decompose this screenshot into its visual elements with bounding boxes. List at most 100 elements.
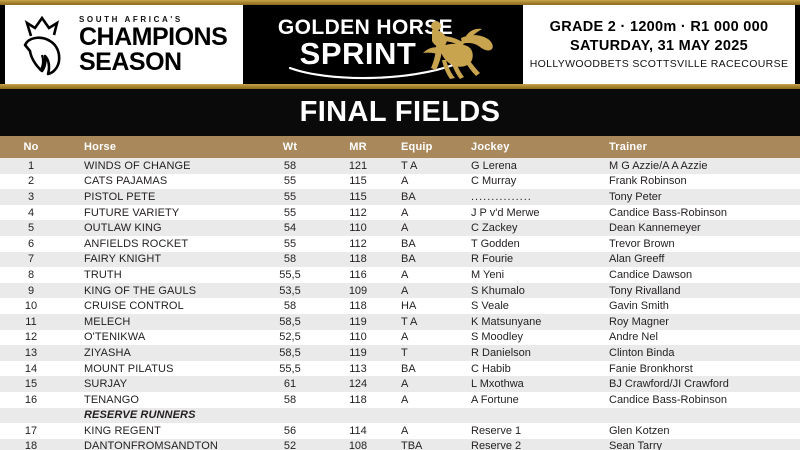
cell-jockey: S Khumalo (471, 284, 525, 297)
cell-horse: CATS PAJAMAS (84, 175, 168, 188)
cell-horse: MOUNT PILATUS (84, 362, 174, 375)
column-header-wt: Wt (282, 141, 298, 153)
table-row[interactable]: 11 MELECH 58,5 119 T A K Matsunyane Roy Magner (0, 313, 800, 330)
cell-mr: 112 (349, 206, 367, 219)
brand-line-1: CHAMPIONS (79, 23, 228, 52)
cell-wt: 55,5 (279, 362, 301, 375)
cell-mr: 112 (349, 237, 367, 250)
event-logo-line-2: SPRINT (299, 35, 417, 71)
column-header-mr: MR (349, 141, 367, 153)
cell-trainer: Candice Bass-Robinson (609, 206, 728, 219)
gold-frame-top (0, 0, 800, 5)
cell-wt: 58 (283, 159, 297, 172)
cell-equip: A (401, 222, 409, 235)
cell-equip: T (401, 346, 408, 359)
column-header-jockey: Jockey (471, 141, 510, 153)
cell-jockey: R Fourie (471, 253, 514, 266)
cell-wt: 58 (283, 393, 297, 406)
cell-trainer: Gavin Smith (609, 300, 669, 313)
reserve-runners-separator: RESERVE RUNNERS (0, 407, 800, 424)
cell-trainer: Glen Kotzen (609, 424, 670, 437)
table-row[interactable]: 14 MOUNT PILATUS 55,5 113 BA C Habib Fanie Bro… (0, 360, 800, 377)
cell-wt: 55,5 (279, 268, 301, 281)
cell-no: 6 (27, 237, 35, 250)
reserve-runners-label: RESERVE RUNNERS (84, 409, 196, 422)
cell-horse: TRUTH (84, 268, 122, 281)
cell-horse: OUTLAW KING (84, 222, 162, 235)
cell-trainer: Dean Kannemeyer (609, 222, 701, 235)
cell-mr: 110 (349, 222, 367, 235)
cell-jockey: L Mxothwa (471, 378, 524, 391)
table-row[interactable]: 3 PISTOL PETE 55 115 BA............... Tony P… (0, 189, 800, 205)
cell-equip: T A (401, 315, 418, 328)
crown-horse-icon (13, 13, 75, 77)
cell-mr: 119 (349, 315, 367, 328)
table-row[interactable]: 17 KING REGENT 56 114 A Reserve 1 Glen Kotzen (0, 423, 800, 439)
cell-equip: A (401, 424, 409, 437)
table-row[interactable]: 5 OUTLAW KING 54 110 A C Zackey Dean Kannemeye… (0, 220, 800, 236)
cell-trainer: Andre Nel (609, 331, 658, 344)
cell-mr: 110 (349, 331, 367, 344)
cell-trainer: Frank Robinson (609, 175, 687, 188)
table-row[interactable]: 7 FAIRY KNIGHT 58 118 BA R Fourie Alan Greeff (0, 251, 800, 268)
table-row[interactable]: 9 KING OF THE GAULS 53,5 109 A S Khumalo Tony … (0, 282, 800, 299)
cell-horse: SURJAY (84, 378, 128, 391)
cell-trainer: Clinton Binda (609, 346, 675, 359)
cell-trainer: Fanie Bronkhorst (609, 362, 693, 375)
cell-mr: 109 (348, 284, 368, 297)
table-row[interactable]: 12 O'TENIKWA 52,5 110 A S Moodley Andre Nel (0, 329, 800, 346)
cell-no: 17 (24, 424, 38, 437)
cell-no: 1 (27, 159, 35, 172)
cell-no: 3 (27, 190, 35, 203)
fields-table: No Horse Wt MR Equip Jockey Trainer 1 WIN… (0, 136, 800, 450)
cell-trainer: Tony Rivalland (609, 284, 681, 297)
cell-horse: WINDS OF CHANGE (84, 159, 191, 172)
cell-horse: DANTONFROMSANDTON (84, 440, 218, 450)
table-row[interactable]: 2 CATS PAJAMAS 55 115 A C Murray Frank Robinso… (0, 173, 800, 190)
brand-kicker: SOUTH AFRICA'S (79, 15, 183, 25)
cell-horse: CRUISE CONTROL (84, 300, 184, 313)
cell-no: 14 (24, 362, 38, 375)
cell-trainer: Trevor Brown (609, 237, 675, 250)
table-row[interactable]: 15 SURJAY 61 124 A L Mxothwa BJ Crawford/JI Cr… (0, 376, 800, 392)
cell-horse: FAIRY KNIGHT (84, 253, 162, 266)
cell-trainer: Roy Magner (609, 315, 669, 328)
table-row[interactable]: 4 FUTURE VARIETY 55 112 A J P v'd Merwe Candic… (0, 204, 800, 221)
cell-jockey: C Habib (471, 362, 511, 375)
header-band: SOUTH AFRICA'S CHAMPIONS SEASON GOLDEN H… (0, 0, 800, 89)
cell-no: 12 (24, 331, 38, 344)
event-logo-line-1: GOLDEN HORSE (277, 15, 454, 39)
cell-trainer: M G Azzie/A A Azzie (609, 159, 708, 172)
cell-mr: 108 (348, 440, 368, 450)
cell-trainer: Tony Peter (609, 190, 662, 203)
cell-trainer: Candice Dawson (609, 268, 693, 281)
cell-no: 8 (27, 268, 35, 281)
cell-wt: 58,5 (279, 346, 301, 359)
cell-jockey: Reserve 2 (471, 440, 522, 450)
table-row[interactable]: 8 TRUTH 55,5 116 A M Yeni Candice Dawson (0, 267, 800, 283)
cell-wt: 61 (283, 378, 297, 391)
table-row[interactable]: 10 CRUISE CONTROL 58 118 HA S Veale Gavin Smit… (0, 298, 800, 314)
cell-jockey: G Lerena (471, 159, 517, 172)
column-header-horse: Horse (84, 141, 117, 153)
cell-jockey: C Zackey (471, 222, 518, 235)
cell-jockey: J P v'd Merwe (471, 206, 540, 219)
cell-horse: PISTOL PETE (84, 190, 156, 203)
column-header-equip: Equip (401, 141, 433, 153)
table-row[interactable]: 18 DANTONFROMSANDTON 52 108 TBA Reserve 2 Sean… (0, 438, 800, 450)
brand-line-2: SEASON (79, 47, 182, 76)
cell-equip: A (401, 268, 409, 281)
table-row[interactable]: 6 ANFIELDS ROCKET 55 112 BA T Godden Trevor Br… (0, 235, 800, 252)
gold-frame-bottom (0, 84, 800, 89)
cell-mr: 121 (348, 159, 368, 172)
table-body: 1 WINDS OF CHANGE 58 121 T A G Lerena M G Azzi… (0, 158, 800, 450)
table-row[interactable]: 16 TENANGO 58 118 A A Fortune Candice Bass-Rob… (0, 391, 800, 408)
cell-no: 15 (24, 378, 38, 391)
cell-mr: 115 (349, 190, 367, 203)
cell-mr: 114 (349, 424, 367, 437)
table-row[interactable]: 1 WINDS OF CHANGE 58 121 T A G Lerena M G Azzi… (0, 158, 800, 174)
cell-equip: A (401, 206, 409, 219)
cell-jockey: R Danielson (471, 346, 531, 359)
cell-no: 2 (27, 175, 35, 188)
table-row[interactable]: 13 ZIYASHA 58,5 119 T R Danielson Clinton Bind… (0, 345, 800, 361)
